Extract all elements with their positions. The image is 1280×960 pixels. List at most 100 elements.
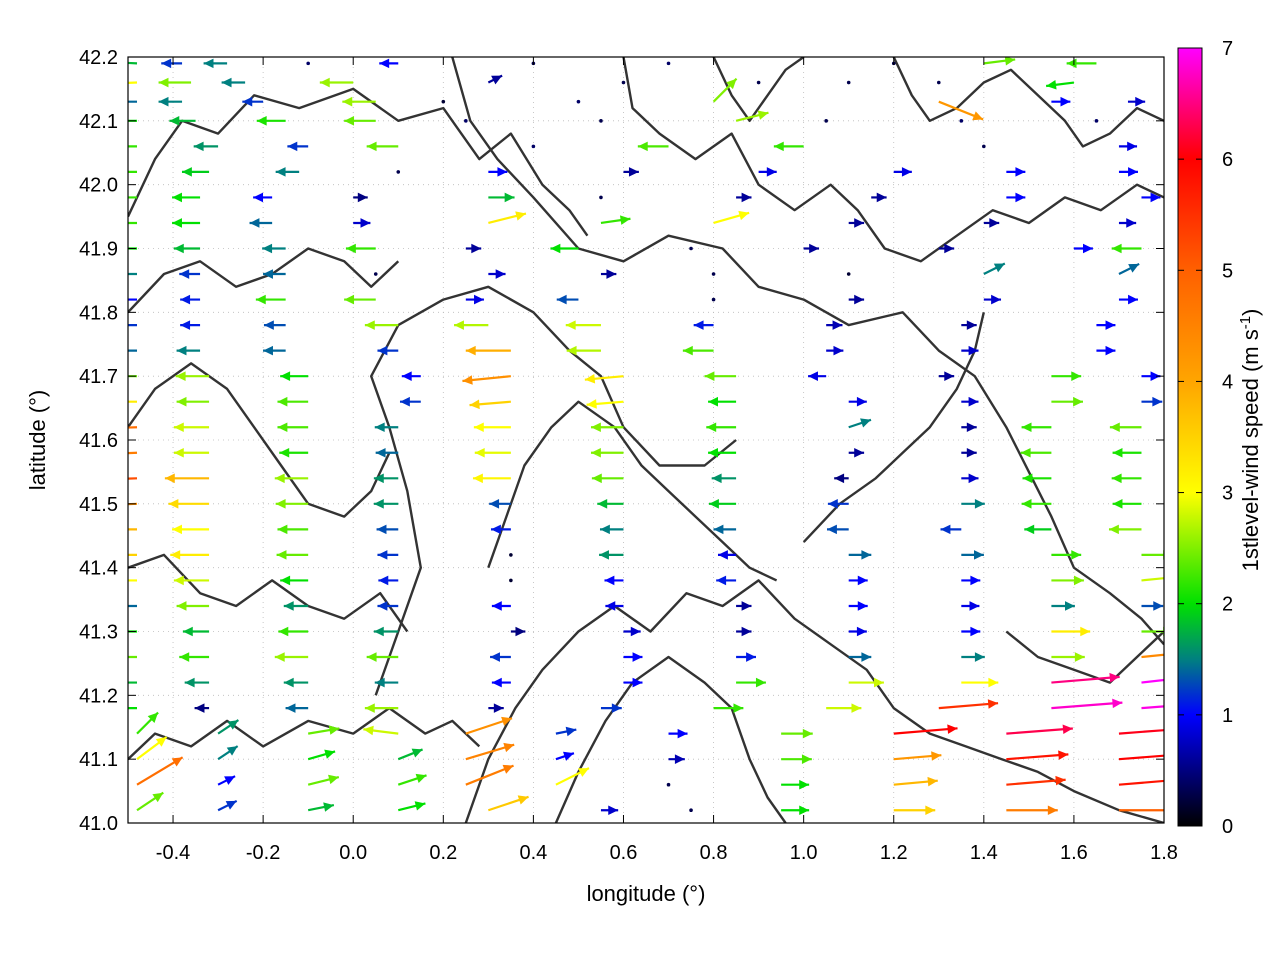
- wind-vector-121: [176, 345, 201, 356]
- wind-vector-117: [826, 320, 843, 330]
- vector-arrowhead: [1128, 167, 1138, 177]
- contour-line-0: [128, 87, 589, 237]
- vector-arrowhead: [565, 726, 577, 737]
- wind-vector-233: [491, 601, 511, 611]
- vector-arrowhead: [827, 499, 838, 509]
- wind-vector-270: [961, 677, 999, 688]
- wind-vector-283: [1141, 705, 1164, 710]
- vector-arrowhead: [599, 524, 610, 535]
- wind-vector-53: [488, 167, 508, 177]
- wind-vector-311: [555, 767, 590, 786]
- vector-arrowhead: [502, 764, 514, 774]
- wind-vector-147: [708, 396, 737, 407]
- wind-vector-1: [161, 58, 183, 69]
- vector-arrowhead: [993, 263, 1005, 273]
- vector-arrowhead: [693, 320, 704, 330]
- vector-arrowhead: [515, 211, 526, 221]
- vector-arrowhead: [376, 524, 387, 535]
- wind-vector-302: [781, 754, 812, 764]
- vector-arrowhead: [927, 776, 938, 787]
- wind-vector-157: [590, 422, 624, 433]
- wind-vector-177: [373, 473, 399, 484]
- wind-vector-66: [871, 192, 887, 203]
- wind-vector-63: [488, 192, 515, 203]
- vector-arrowhead: [277, 524, 288, 535]
- wind-vector-19: [1045, 80, 1075, 90]
- vector-arrowhead: [490, 524, 501, 535]
- vector-arrowhead: [1135, 96, 1146, 107]
- y-tick-label-2: 41.2: [79, 685, 118, 707]
- wind-vector-305: [1118, 754, 1164, 761]
- wind-vector-323: [689, 808, 693, 813]
- vector-arrowhead: [741, 192, 752, 203]
- wind-vector-55: [758, 167, 777, 177]
- wind-vector-72: [353, 218, 371, 228]
- vector-arrowhead: [263, 269, 273, 279]
- wind-vector-275: [285, 703, 309, 713]
- vector-arrowhead: [323, 802, 334, 812]
- wind-vector-110: [128, 324, 138, 327]
- wind-vector-195: [1112, 499, 1142, 509]
- vector-dot: [531, 144, 536, 149]
- wind-vector-61: [253, 192, 273, 203]
- vector-arrowhead: [968, 473, 979, 484]
- vector-arrowhead: [179, 652, 190, 662]
- wind-vector-238: [1051, 601, 1075, 611]
- wind-vector-292: [893, 724, 958, 735]
- x-tick-label-3: 0.2: [429, 842, 457, 864]
- vector-arrowhead: [176, 601, 187, 611]
- wind-vector-123: [377, 345, 399, 356]
- vector-arrowhead: [285, 703, 296, 713]
- wind-vector-102: [255, 294, 286, 305]
- plot-background: [128, 57, 1164, 823]
- vector-arrowhead: [472, 473, 483, 484]
- wind-vector-183: [1022, 473, 1052, 484]
- vector-arrowhead: [947, 724, 958, 734]
- wind-vector-87: [938, 243, 955, 254]
- vector-arrowhead: [833, 345, 844, 356]
- wind-vector-83: [465, 243, 482, 254]
- vector-arrowhead: [221, 77, 232, 88]
- wind-vector-307: [217, 775, 236, 786]
- vector-arrowhead: [173, 422, 184, 433]
- vector-dot: [1094, 119, 1099, 123]
- wind-vector-320: [397, 801, 426, 812]
- vector-arrowhead: [377, 345, 388, 356]
- vector-arrowhead: [179, 269, 190, 279]
- wind-vector-252: [179, 652, 210, 662]
- vector-shaft: [1051, 701, 1123, 710]
- vector-arrowhead: [717, 550, 728, 560]
- wind-vector-59: [128, 196, 138, 199]
- wind-vector-299: [465, 742, 515, 761]
- vector-arrowhead: [591, 473, 602, 484]
- wind-vector-267: [623, 677, 643, 688]
- wind-vector-207: [128, 553, 138, 557]
- wind-vector-161: [1021, 422, 1052, 433]
- vector-arrowhead: [263, 345, 273, 356]
- wind-vector-32: [256, 116, 286, 126]
- wind-vector-300: [555, 751, 575, 761]
- wind-vector-235: [736, 601, 752, 611]
- wind-vector-58: [1118, 167, 1138, 177]
- wind-vector-261: [1141, 653, 1164, 659]
- vector-arrowhead: [1112, 447, 1123, 458]
- wind-vector-224: [716, 575, 737, 586]
- x-tick-label-5: 0.6: [610, 842, 638, 864]
- wind-vector-159: [848, 418, 872, 429]
- wind-vector-103: [344, 294, 376, 305]
- vector-arrowhead: [801, 754, 812, 764]
- wind-vector-293: [1006, 724, 1073, 735]
- vector-arrowhead: [1024, 524, 1035, 535]
- colorbar-title-main: 1stlevel-wind speed (m s: [1238, 329, 1263, 571]
- vector-shaft: [1141, 705, 1164, 710]
- wind-vector-231: [283, 601, 309, 611]
- wind-vector-180: [711, 473, 737, 484]
- wind-vector-247: [848, 626, 867, 637]
- vector-arrowhead: [175, 371, 186, 381]
- vector-arrowhead: [556, 294, 567, 305]
- colorbar-tick-labels: 0 1 2 3 4 5 6 7: [1222, 38, 1233, 838]
- wind-vector-18: [936, 80, 941, 85]
- vector-arrowhead: [503, 742, 515, 753]
- wind-vector-256: [623, 652, 643, 662]
- wind-vector-192: [827, 499, 849, 509]
